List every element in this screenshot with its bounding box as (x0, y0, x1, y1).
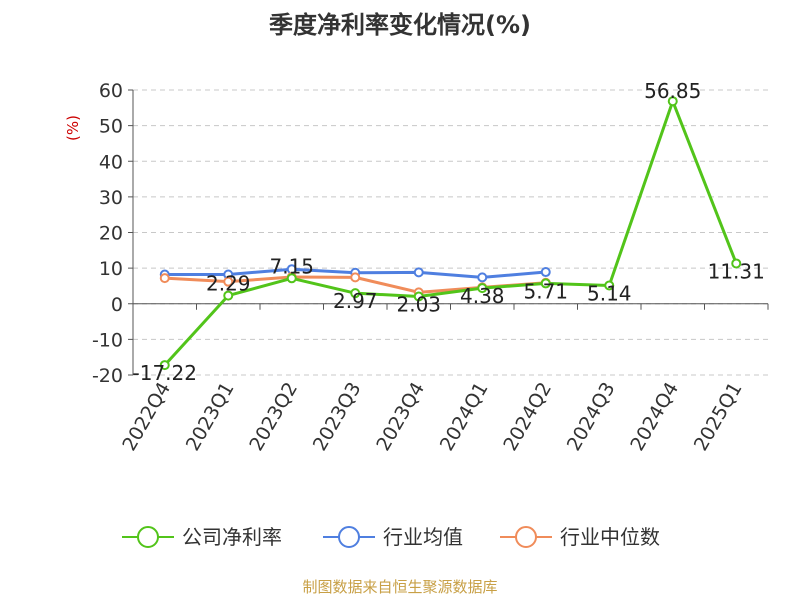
x-axis: 2022Q4 2023Q1 2023Q2 2023Q3 2023Q4 2024Q1 2024… (118, 303, 769, 455)
series-lines (159, 96, 742, 371)
data-label: 5.71 (523, 279, 568, 303)
data-point (286, 273, 297, 284)
data-label: 2.03 (396, 293, 441, 317)
x-tick-label: 2023Q2 (245, 379, 302, 455)
data-point (223, 290, 234, 301)
y-tick-label: 50 (99, 116, 123, 138)
legend: 公司净利率 行业均值 行业中位数 (122, 525, 660, 549)
source-note: 制图数据来自恒生聚源数据库 (302, 578, 497, 596)
x-tick-label: 2023Q4 (372, 379, 429, 455)
x-tick-label: 2024Q3 (563, 379, 620, 455)
data-point (413, 267, 424, 278)
y-tick-label: -10 (92, 329, 123, 351)
x-tick-label: 2024Q1 (436, 379, 493, 455)
data-point (540, 267, 551, 278)
data-point (159, 360, 170, 371)
y-tick-label: 20 (99, 223, 123, 245)
y-tick-label: 60 (99, 80, 123, 102)
data-label: 56.85 (644, 79, 701, 103)
data-label: 2.29 (206, 272, 251, 296)
chart-title: 季度净利率变化情况(%) (269, 11, 531, 39)
y-tick-label: 30 (99, 187, 123, 209)
x-tick-label: 2023Q1 (182, 379, 239, 455)
legend-marker-icon (338, 526, 360, 548)
data-label: 5.14 (587, 281, 632, 305)
data-point (223, 276, 234, 287)
legend-label: 行业中位数 (560, 525, 660, 549)
data-point (350, 272, 361, 283)
data-point (667, 96, 678, 107)
data-label: -17.22 (133, 361, 197, 385)
legend-marker-icon (515, 526, 537, 548)
data-point (477, 272, 488, 283)
data-point (350, 288, 361, 299)
data-label: 11.31 (708, 259, 765, 283)
legend-label: 公司净利率 (182, 525, 282, 549)
series-line (163, 99, 738, 367)
y-axis-unit-label: (%) (64, 115, 82, 141)
x-tick-label: 2023Q3 (309, 379, 366, 455)
legend-marker-icon (137, 526, 159, 548)
data-label: 2.97 (333, 289, 378, 313)
data-point (731, 258, 742, 269)
legend-item[interactable]: 行业中位数 (500, 525, 660, 549)
data-label: 4.38 (460, 284, 505, 308)
data-point (477, 283, 488, 294)
x-tick-label: 2022Q4 (118, 379, 175, 455)
x-tick-label: 2025Q1 (690, 379, 747, 455)
data-labels: -17.22 2.29 7.15 2.97 2.03 4.38 5.71 5.14 56.85 1… (133, 79, 765, 385)
y-axis: 60 50 40 30 20 10 0 -10 -20 (92, 80, 134, 387)
legend-item[interactable]: 公司净利率 (122, 525, 282, 549)
data-point (159, 273, 170, 284)
y-tick-label: 40 (99, 151, 123, 173)
x-tick-label: 2024Q4 (626, 379, 683, 455)
y-tick-label: 10 (99, 258, 123, 280)
data-point (540, 278, 551, 289)
data-point (413, 291, 424, 302)
grid-lines (133, 89, 768, 376)
data-point (604, 280, 615, 291)
data-label: 7.15 (269, 254, 314, 278)
y-tick-label: 0 (111, 294, 123, 316)
legend-item[interactable]: 行业均值 (323, 525, 463, 549)
x-tick-label: 2024Q2 (499, 379, 556, 455)
legend-label: 行业均值 (383, 525, 463, 549)
y-tick-label: -20 (92, 365, 123, 387)
